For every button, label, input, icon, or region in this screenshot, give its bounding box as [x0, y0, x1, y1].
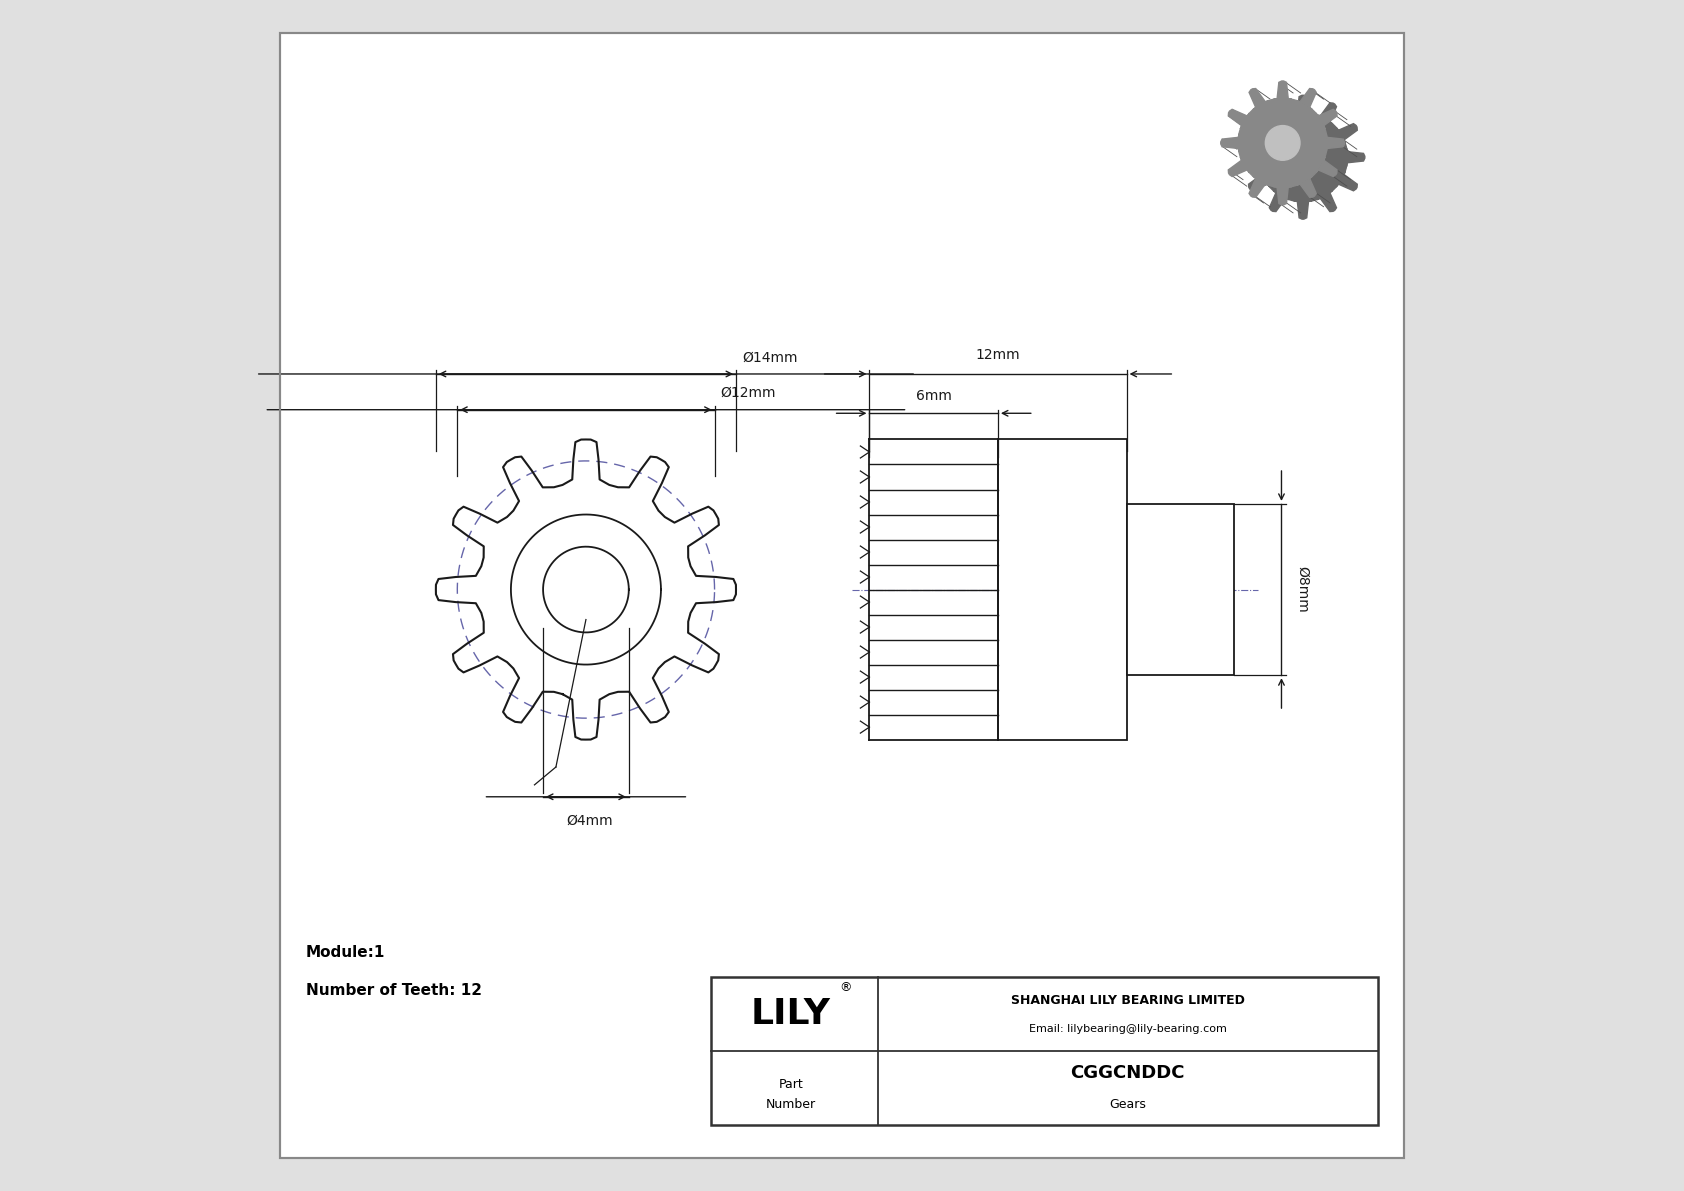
Bar [1127, 504, 1234, 675]
Circle shape [1238, 99, 1327, 187]
Text: Number: Number [766, 1098, 815, 1111]
Polygon shape [1221, 133, 1239, 152]
Text: Ø8mm: Ø8mm [1295, 566, 1310, 613]
Polygon shape [1297, 176, 1317, 198]
Polygon shape [1228, 157, 1250, 176]
Polygon shape [1250, 88, 1268, 110]
Text: SHANGHAI LILY BEARING LIMITED: SHANGHAI LILY BEARING LIMITED [1010, 994, 1244, 1006]
Text: ®: ® [839, 981, 852, 994]
Text: Ø12mm: Ø12mm [721, 386, 776, 400]
Polygon shape [1327, 133, 1344, 152]
Polygon shape [1317, 191, 1337, 212]
Bar [999, 439, 1127, 740]
Circle shape [1265, 125, 1300, 161]
Text: Email: lilybearing@lily-bearing.com: Email: lilybearing@lily-bearing.com [1029, 1024, 1226, 1034]
Polygon shape [1270, 191, 1290, 212]
Polygon shape [1248, 124, 1270, 143]
Text: Part: Part [778, 1078, 803, 1091]
Polygon shape [1347, 148, 1364, 167]
Text: Number of Teeth: 12: Number of Teeth: 12 [306, 984, 482, 998]
Polygon shape [1317, 102, 1337, 124]
Text: 12mm: 12mm [975, 348, 1021, 362]
Text: Ø14mm: Ø14mm [743, 350, 798, 364]
Text: CGGCNDDC: CGGCNDDC [1071, 1065, 1186, 1083]
Polygon shape [1297, 88, 1317, 110]
Bar [711, 977, 1378, 1125]
Text: LILY: LILY [751, 997, 830, 1031]
Polygon shape [1241, 148, 1260, 167]
Polygon shape [1335, 124, 1357, 143]
Polygon shape [1273, 81, 1292, 99]
Polygon shape [1270, 102, 1290, 124]
Polygon shape [1335, 172, 1357, 191]
Polygon shape [1293, 201, 1312, 219]
Polygon shape [1248, 172, 1270, 191]
Text: Gears: Gears [1110, 1098, 1147, 1111]
Text: Ø4mm: Ø4mm [566, 813, 613, 828]
Polygon shape [1315, 110, 1337, 129]
Polygon shape [1273, 187, 1292, 205]
Text: 6mm: 6mm [916, 388, 951, 403]
Polygon shape [1315, 157, 1337, 176]
Circle shape [1258, 113, 1347, 201]
Polygon shape [1250, 176, 1268, 198]
Polygon shape [1228, 110, 1250, 129]
Polygon shape [1293, 95, 1312, 113]
Text: Module:1: Module:1 [306, 946, 386, 960]
